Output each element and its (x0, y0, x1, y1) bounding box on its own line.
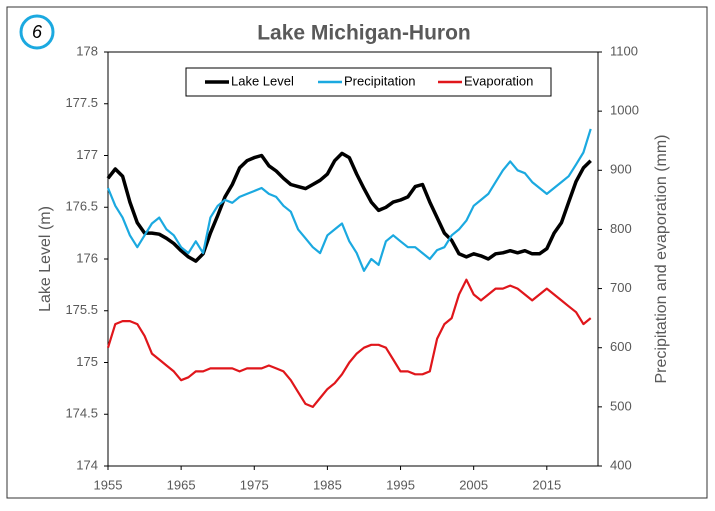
y2-tick-label: 400 (610, 457, 632, 472)
x-tick-label: 1975 (240, 477, 269, 492)
series-line (106, 151, 592, 263)
y-tick-label: 177 (76, 147, 98, 162)
y2-tick-label: 700 (610, 280, 632, 295)
series-line (106, 278, 592, 408)
x-tick-label: 2005 (459, 477, 488, 492)
y-tick-label: 177.5 (65, 95, 98, 110)
y2-tick-label: 800 (610, 221, 632, 236)
y-tick-label: 176 (76, 250, 98, 265)
legend-label: Precipitation (344, 73, 416, 88)
x-tick-label: 2015 (532, 477, 561, 492)
y-tick-label: 178 (76, 43, 98, 58)
y-tick-label: 176.5 (65, 199, 98, 214)
legend-label: Evaporation (464, 73, 533, 88)
legend-label: Lake Level (231, 73, 294, 88)
y-axis-label: Lake Level (m) (37, 206, 54, 312)
legend-box (185, 67, 552, 97)
y-tick-label: 175.5 (65, 302, 98, 317)
badge (19, 14, 55, 50)
chart-title: Lake Michigan-Huron (257, 22, 471, 45)
panel-label: 6 (32, 22, 43, 42)
y2-tick-label: 900 (610, 162, 632, 177)
x-tick-label: 1965 (167, 477, 196, 492)
y2-tick-label: 600 (610, 339, 632, 354)
x-tick-label: 1955 (94, 477, 123, 492)
series-line (106, 128, 592, 272)
y2-tick-label: 1000 (610, 103, 639, 118)
y2-axis-label: Precipitation and evaporation (mm) (653, 134, 670, 383)
y2-tick-label: 500 (610, 398, 632, 413)
y-tick-label: 174 (76, 457, 98, 472)
x-tick-label: 1985 (313, 477, 342, 492)
y-tick-label: 175 (76, 354, 98, 369)
y2-tick-label: 1100 (610, 43, 638, 58)
x-tick-label: 1995 (386, 477, 415, 492)
y-tick-label: 174.5 (65, 406, 98, 421)
